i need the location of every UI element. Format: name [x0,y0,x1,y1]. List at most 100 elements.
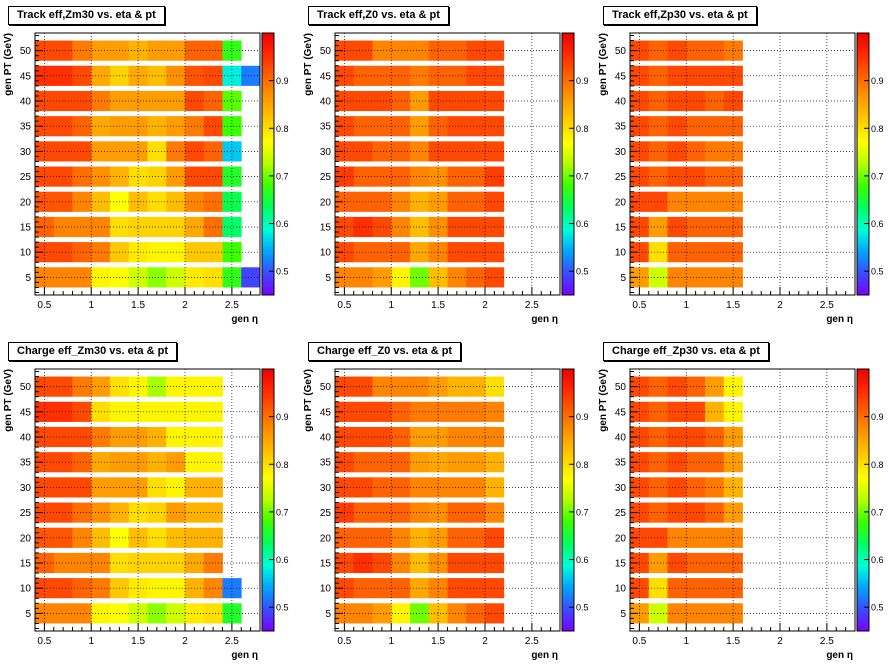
x-tick-label: 2.5 [525,636,539,647]
heat-cell [466,40,486,61]
heat-cell [203,216,223,238]
panel-2: 0.5 1 1.5 2 2.5 5 10 15 20 25 30 35 40 45 50 gen η gen P… [303,32,589,325]
heat-cell [667,578,687,599]
heat-cell [203,477,223,498]
y-tick-label: 50 [615,382,627,393]
heat-cell [353,242,373,263]
x-tick-label: 2 [777,300,783,311]
heat-cell [91,527,111,548]
heat-cell [353,116,373,137]
heat-cell [53,242,73,263]
heat-cell [372,65,392,86]
heat-cell [72,267,92,288]
heat-cell [372,578,392,599]
heat-cell [428,267,448,288]
heat-cell [166,552,186,574]
panel-4: 0.5 1 1.5 2 2.5 5 10 15 20 25 30 35 40 45 50 gen η gen P… [3,368,289,661]
heat-cell [72,242,92,263]
x-tick-label: 2 [482,636,488,647]
heat-cell [447,242,467,263]
panel-title: Track eff,Zm30 vs. eta & pt [8,6,165,25]
heat-cell [447,376,467,397]
heat-cell [222,40,242,61]
heat-cell [686,166,706,187]
heat-cell [353,401,373,422]
heat-cell [91,552,111,574]
heat-cell [53,267,73,288]
heat-cell [72,401,92,422]
colorbar-tick-label: 0.8 [576,124,589,134]
heat-cell [648,603,668,624]
heat-cell [686,40,706,61]
heat-cell [391,552,411,574]
colorbar-tick-label: 0.8 [276,124,289,134]
y-tick-label: 15 [20,558,32,569]
heat-cell [166,216,186,238]
heat-cell [447,65,467,86]
heat-cell [686,216,706,238]
heat-cell [203,401,223,422]
y-tick-label: 25 [20,508,32,519]
y-tick-label: 40 [615,97,627,108]
x-axis-label: gen η [531,650,558,661]
heat-cell [466,477,486,498]
heat-cell [667,527,687,548]
heat-cell [648,116,668,137]
heat-cell [353,426,373,448]
heat-cell [667,401,687,422]
heat-cell [447,216,467,238]
heat-cell [91,578,111,599]
y-tick-label: 25 [615,172,627,183]
y-tick-label: 30 [20,147,32,158]
y-axis-label: gen PT (GeV) [598,369,609,432]
heat-cell [91,166,111,187]
heat-cell [53,603,73,624]
y-axis-label: gen PT (GeV) [3,369,14,432]
heat-cell [648,216,668,238]
colorbar [261,32,275,296]
x-tick-label: 1.5 [131,636,145,647]
heat-cell [447,426,467,448]
heat-cell [466,578,486,599]
y-tick-label: 10 [20,584,32,595]
heat-cell [667,452,687,473]
heat-cell [53,578,73,599]
heat-cell [241,267,261,288]
heat-cell [91,267,111,288]
heat-cell [391,527,411,548]
y-tick-label: 45 [320,71,332,82]
heat-cell [91,40,111,61]
heat-cell [203,502,223,523]
heat-cell [667,477,687,498]
heat-cell [648,166,668,187]
heat-cell [391,477,411,498]
y-tick-label: 25 [320,508,332,519]
heat-cell [391,603,411,624]
y-tick-label: 15 [320,222,332,233]
heat-cell [203,65,223,86]
heat-cell [466,603,486,624]
x-tick-label: 2 [482,300,488,311]
heat-cell [372,452,392,473]
heat-cell [447,191,467,212]
heat-cell [447,166,467,187]
x-tick-label: 1.5 [431,300,445,311]
x-tick-label: 0.5 [337,300,351,311]
colorbar-tick-label: 0.8 [871,460,884,470]
x-tick-label: 1.5 [726,300,740,311]
heat-cell [686,376,706,397]
y-axis-label: gen PT (GeV) [303,369,314,432]
heat-cell [428,141,448,162]
heat-cell [723,426,743,448]
heat-cell [648,90,668,112]
heat-cell [723,141,743,162]
heat-cell [53,552,73,574]
heat-cell [72,452,92,473]
heat-cell [391,376,411,397]
x-tick-label: 1.5 [131,300,145,311]
y-tick-label: 20 [20,533,32,544]
heat-cell [648,141,668,162]
heat-cell [372,502,392,523]
heat-cell [667,40,687,61]
heat-cell [222,90,242,112]
